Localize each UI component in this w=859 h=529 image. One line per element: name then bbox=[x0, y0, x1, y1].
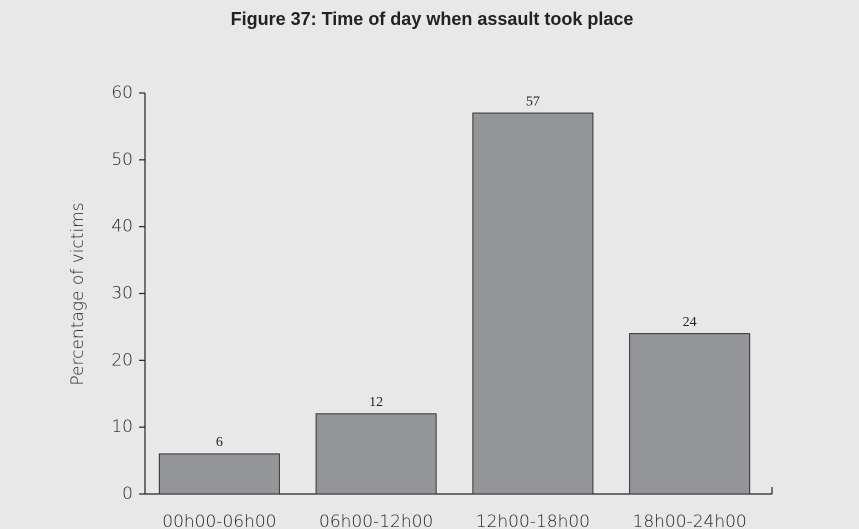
y-axis-label: Percentage of victims bbox=[68, 202, 88, 385]
chart-title: Figure 37: Time of day when assault took… bbox=[231, 9, 634, 29]
bar bbox=[472, 112, 594, 495]
y-tick-label: 20 bbox=[111, 350, 133, 370]
y-tick-label: 50 bbox=[111, 150, 133, 170]
data-label: 57 bbox=[526, 94, 540, 109]
x-tick-label: 18h00-24h00 bbox=[633, 512, 747, 529]
y-tick-label: 60 bbox=[111, 83, 133, 103]
data-label: 12 bbox=[369, 395, 383, 410]
y-tick-label: 40 bbox=[111, 217, 133, 237]
y-tick-label: 0 bbox=[122, 484, 133, 504]
data-label: 24 bbox=[683, 315, 697, 330]
data-label: 6 bbox=[216, 435, 223, 450]
x-tick-label: 06h00-12h00 bbox=[319, 512, 433, 529]
y-tick-label: 10 bbox=[111, 417, 133, 437]
x-tick-label: 12h00-18h00 bbox=[476, 512, 590, 529]
x-tick-label: 00h00-06h00 bbox=[162, 512, 276, 529]
bar bbox=[629, 333, 751, 495]
y-tick-label: 30 bbox=[111, 284, 133, 304]
bar bbox=[315, 413, 437, 495]
bar bbox=[158, 453, 280, 495]
